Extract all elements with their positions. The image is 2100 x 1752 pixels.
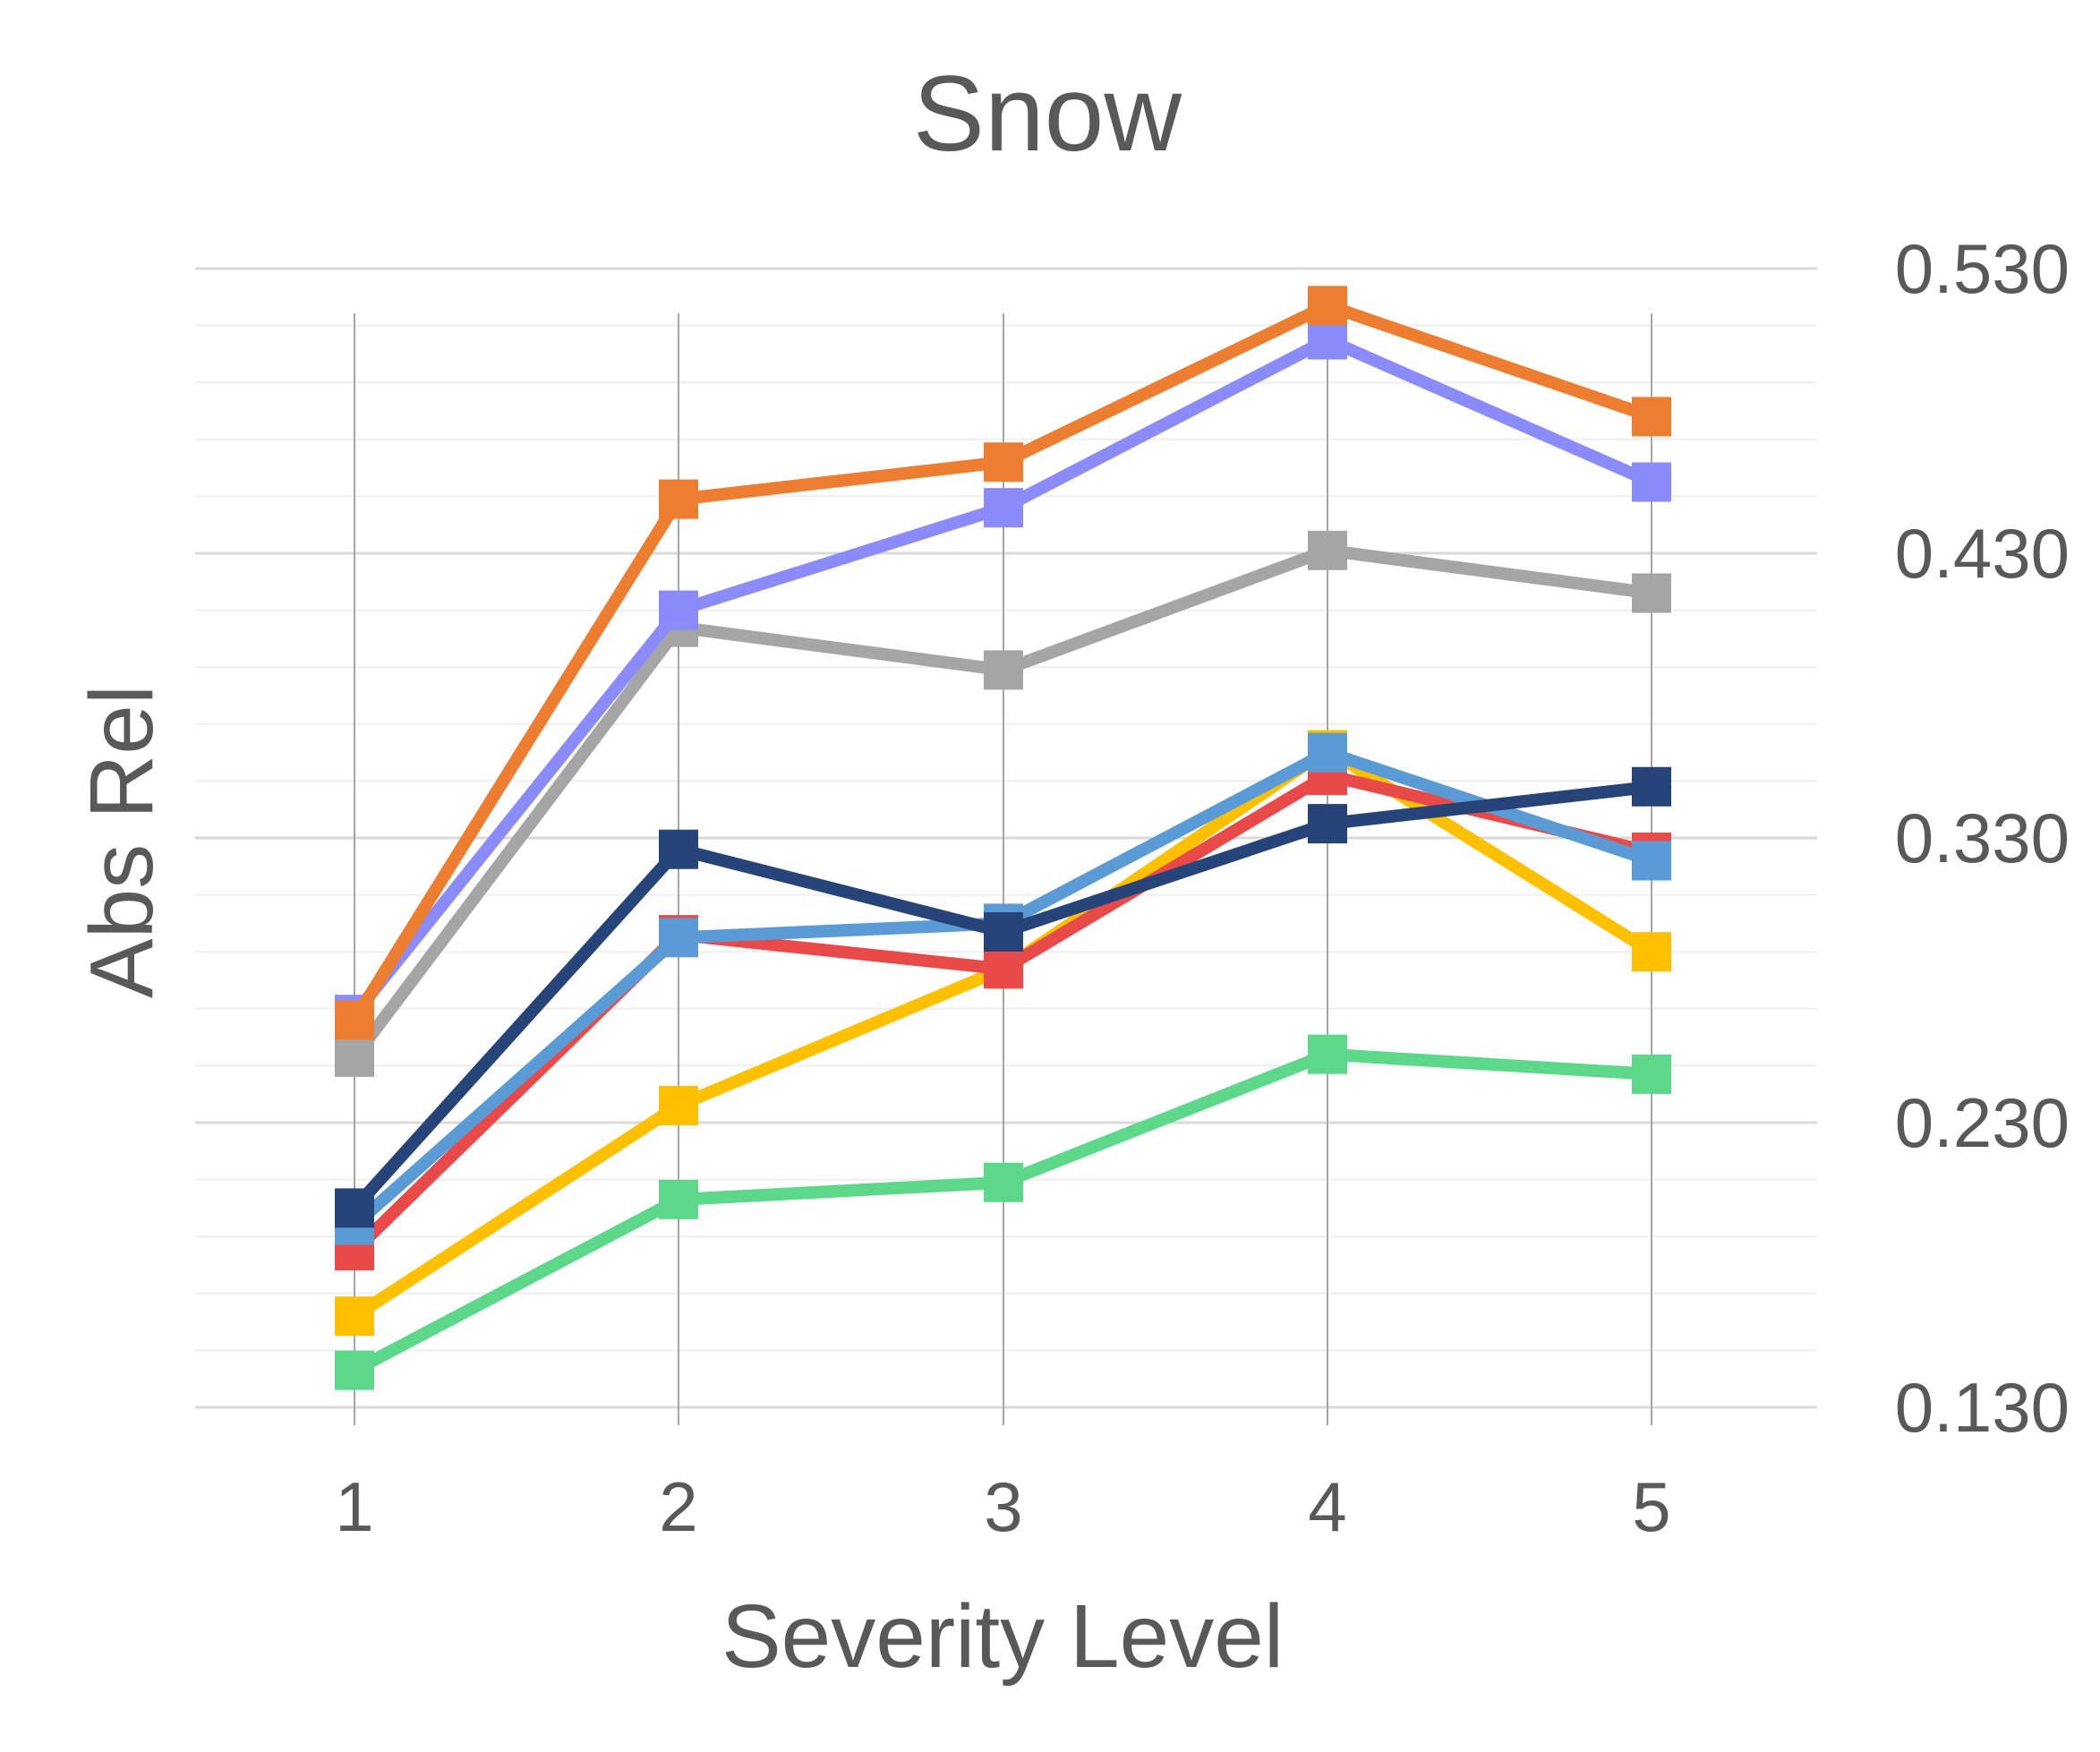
y-tick-label: 0.530 (1895, 229, 2070, 308)
x-tick-label: 1 (335, 1467, 373, 1546)
data-point-marker (1632, 573, 1671, 613)
series (335, 530, 1671, 1077)
y-axis-ticks: 0.130 0.230 0.330 0.430 0.530 (1895, 229, 2070, 1447)
data-point-marker (659, 479, 698, 519)
data-point-marker (984, 1162, 1023, 1202)
x-tick-label: 3 (984, 1467, 1022, 1546)
series (335, 286, 1671, 1040)
data-point-marker (335, 1350, 374, 1390)
data-point-marker (1632, 397, 1671, 437)
data-point-marker (659, 1085, 698, 1125)
series (335, 766, 1671, 1228)
y-tick-label: 0.430 (1895, 514, 2070, 593)
data-point-marker (335, 1037, 374, 1077)
data-point-marker (659, 590, 698, 630)
x-axis-label: Severity Level (721, 1586, 1284, 1687)
data-point-marker (984, 911, 1023, 952)
y-axis-label: Abs Rel (72, 685, 172, 998)
data-point-marker (1308, 320, 1347, 360)
data-point-marker (984, 949, 1023, 989)
data-point-marker (335, 1188, 374, 1228)
data-point-marker (1632, 462, 1671, 502)
data-point-marker (1632, 766, 1671, 807)
data-point-marker (1308, 1034, 1347, 1074)
data-point-marker (659, 829, 698, 869)
y-tick-label: 0.230 (1895, 1083, 2070, 1162)
data-point-marker (984, 488, 1023, 528)
x-tick-label: 5 (1632, 1467, 1670, 1546)
data-point-marker (659, 918, 698, 958)
chart-title: Snow (913, 54, 1182, 174)
data-point-marker (1308, 732, 1347, 773)
y-tick-label: 0.330 (1895, 799, 2070, 877)
data-point-marker (1308, 804, 1347, 844)
series-lines (335, 286, 1671, 1390)
data-point-marker (659, 1179, 698, 1219)
data-point-marker (1308, 530, 1347, 570)
x-axis-ticks: 1 2 3 4 5 (335, 1467, 1670, 1546)
x-tick-label: 4 (1308, 1467, 1346, 1546)
data-point-marker (1632, 841, 1671, 881)
x-tick-label: 2 (659, 1467, 697, 1546)
y-tick-label: 0.130 (1895, 1368, 2070, 1447)
data-point-marker (335, 1296, 374, 1337)
data-point-marker (1632, 932, 1671, 972)
data-point-marker (335, 1000, 374, 1040)
data-point-marker (984, 442, 1023, 483)
data-point-marker (1308, 286, 1347, 326)
series (335, 1034, 1671, 1390)
data-point-marker (984, 650, 1023, 690)
data-point-marker (1632, 1054, 1671, 1094)
